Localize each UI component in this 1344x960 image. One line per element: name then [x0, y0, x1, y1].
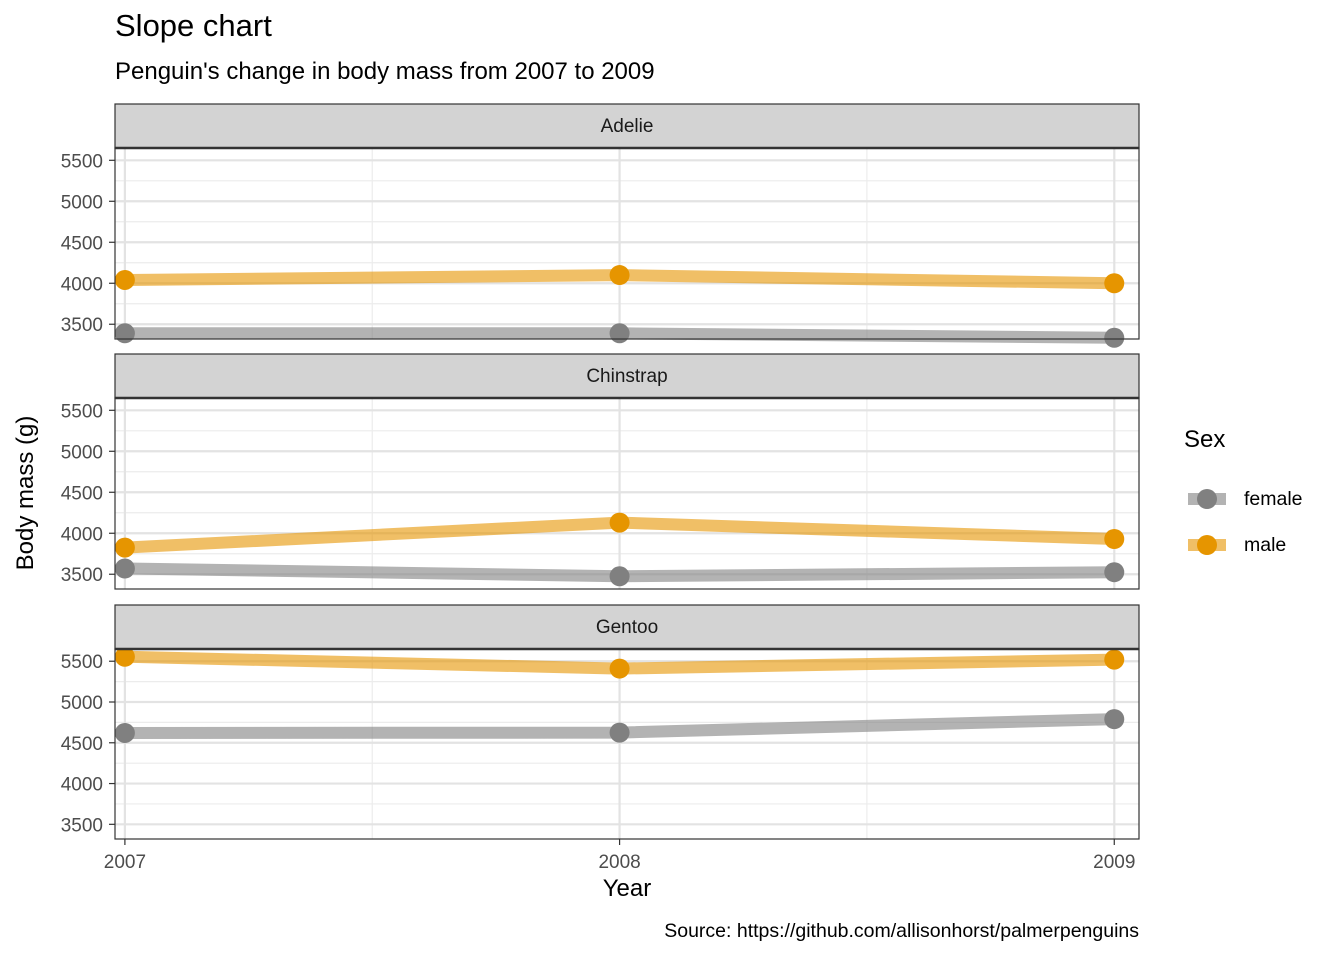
data-point-female [114, 722, 135, 743]
data-point-female [1104, 709, 1125, 730]
strip-background [114, 353, 1140, 399]
data-point-female [1104, 327, 1125, 348]
data-point-female [609, 566, 630, 587]
y-tick-label: 4500 [61, 734, 103, 755]
data-point-male [114, 537, 135, 558]
panel-adelie: Adelie 3500 4000 4500 5000 5500 [61, 103, 1140, 348]
data-point-female [114, 323, 135, 344]
panel-chinstrap: Chinstrap 3500 4000 4500 5000 5500 [61, 353, 1140, 590]
y-tick-label: 3500 [61, 565, 103, 586]
chart-subtitle: Penguin's change in body mass from 2007 … [115, 58, 655, 85]
y-tick-label: 5000 [61, 442, 103, 463]
data-point-female [609, 722, 630, 743]
data-point-female [114, 558, 135, 579]
y-tick-label: 4500 [61, 233, 103, 254]
x-tick-label: 2007 [104, 852, 146, 873]
data-point-male [609, 658, 630, 679]
x-axis-title: Year [602, 875, 652, 902]
y-tick-label: 5500 [61, 401, 103, 422]
legend: Sex female male [1184, 426, 1303, 568]
data-point-male [114, 646, 135, 667]
y-tick-label: 3500 [61, 815, 103, 836]
y-tick-label: 4500 [61, 483, 103, 504]
y-tick-label: 4000 [61, 524, 103, 545]
data-point-female [609, 323, 630, 344]
data-point-male [114, 269, 135, 290]
x-tick-label: 2008 [598, 852, 640, 873]
legend-label-female: female [1244, 488, 1303, 510]
y-tick-label: 5500 [61, 151, 103, 172]
y-tick-label: 4000 [61, 775, 103, 796]
legend-key-female [1188, 489, 1226, 509]
legend-title: Sex [1184, 426, 1226, 453]
x-tick-label: 2009 [1093, 852, 1135, 873]
chart-caption: Source: https://github.com/allisonhorst/… [664, 920, 1139, 942]
legend-key-male [1188, 535, 1226, 555]
panel-gentoo: Gentoo 3500 4000 4500 5000 5500 [61, 604, 1140, 840]
data-point-male [1104, 273, 1125, 294]
panel-border [114, 397, 1140, 590]
strip-label-adelie: Adelie [601, 116, 654, 137]
legend-point-male [1197, 535, 1217, 555]
panel-border [114, 147, 1140, 340]
y-tick-label: 5000 [61, 192, 103, 213]
data-point-female [1104, 562, 1125, 583]
data-point-male [609, 512, 630, 533]
chart-title: Slope chart [115, 8, 272, 43]
y-tick-label: 5500 [61, 652, 103, 673]
strip-label-gentoo: Gentoo [596, 617, 658, 638]
y-tick-label: 3500 [61, 315, 103, 336]
legend-label-male: male [1244, 534, 1287, 556]
data-point-male [609, 265, 630, 286]
panel-border [114, 648, 1140, 840]
legend-item-female: female [1184, 476, 1303, 522]
data-point-male [1104, 528, 1125, 549]
strip-label-chinstrap: Chinstrap [586, 366, 667, 387]
y-tick-label: 4000 [61, 274, 103, 295]
legend-item-male: male [1184, 522, 1286, 568]
data-point-male [1104, 649, 1125, 670]
legend-point-female [1197, 489, 1217, 509]
y-tick-label: 5000 [61, 693, 103, 714]
y-axis-title: Body mass (g) [12, 415, 39, 571]
